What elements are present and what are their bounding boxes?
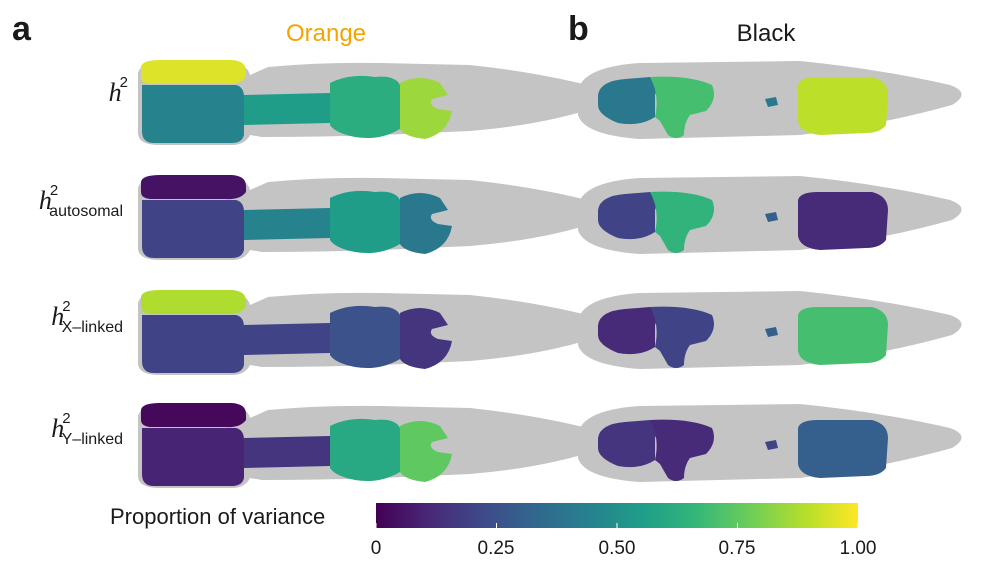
row-label-x-linked-sup: 2 <box>62 298 71 315</box>
orange-region-body <box>142 200 244 258</box>
orange-region-dorsal-fin <box>141 60 246 85</box>
black-region-mid-spot <box>765 97 778 107</box>
row-label-h2-sup: 2 <box>119 74 128 91</box>
black-region-anterior-body <box>598 307 657 355</box>
row-label-h2: h2 <box>0 74 130 108</box>
colorbar <box>375 503 859 528</box>
row-label-x-linked-sub: X–linked <box>61 319 123 336</box>
orange-region-dorsal-fin <box>141 175 246 200</box>
orange-region-tail-fork <box>400 421 452 482</box>
colorbar-tick-0: 0 <box>370 538 382 559</box>
row-label-h2-autosomal: h2 autosomal <box>4 182 134 220</box>
black-region-dorsal-notch <box>650 76 714 138</box>
orange-region-tail-fork <box>400 193 452 254</box>
black-region-mid-spot <box>765 327 778 337</box>
black-region-posterior-body <box>798 307 888 365</box>
colorbar-tick-2: 0.50 <box>598 538 636 559</box>
orange-region-body <box>142 85 244 143</box>
orange-region-tail-segments <box>330 305 400 368</box>
orange-region-tail-segments <box>330 190 400 253</box>
orange-region-tail-segments <box>330 75 400 138</box>
row-label-y-linked-sub: Y–linked <box>61 431 123 448</box>
orange-region-caudal-peduncle <box>244 93 330 125</box>
heatmap-grid <box>138 60 962 488</box>
orange-region-body <box>142 315 244 373</box>
panel-letter-a: a <box>12 10 31 48</box>
row-label-h2-symbol: h <box>108 78 122 107</box>
colorbar-title: Proportion of variance <box>110 504 326 529</box>
black-region-mid-spot <box>765 212 778 222</box>
orange-region-caudal-peduncle <box>244 436 330 468</box>
column-title-black: Black <box>736 20 796 47</box>
orange-region-tail-segments <box>330 418 400 481</box>
black-region-anterior-body <box>598 192 657 240</box>
column-title-orange: Orange <box>285 20 367 47</box>
colorbar-tick-1: 0.25 <box>477 538 515 559</box>
black-region-posterior-body <box>798 77 888 135</box>
row-label-autosomal-sub: autosomal <box>49 203 123 220</box>
orange-region-tail-fork <box>400 308 452 369</box>
heatmap-row-3 <box>138 403 962 488</box>
black-region-anterior-body <box>598 420 657 468</box>
black-region-posterior-body <box>798 192 888 250</box>
orange-region-caudal-peduncle <box>244 323 330 355</box>
row-label-y-linked-sup: 2 <box>62 410 71 427</box>
orange-region-dorsal-fin <box>141 403 246 428</box>
row-label-y-linked-symbol: h <box>51 414 65 443</box>
heatmap-row-2 <box>138 290 962 375</box>
row-label-autosomal-sup: 2 <box>49 182 59 199</box>
orange-region-body <box>142 428 244 486</box>
black-region-mid-spot <box>765 440 778 450</box>
black-region-dorsal-notch <box>650 191 714 253</box>
row-label-x-linked-symbol: h <box>51 302 65 331</box>
row-label-h2-y-linked: h2 Y–linked <box>4 410 134 448</box>
black-region-posterior-body <box>798 420 888 478</box>
orange-region-dorsal-fin <box>141 290 246 315</box>
black-region-dorsal-notch <box>650 419 714 481</box>
heatmap-row-0 <box>138 60 962 146</box>
black-region-anterior-body <box>598 77 657 125</box>
heatmap-row-1 <box>138 175 962 260</box>
orange-region-caudal-peduncle <box>244 208 330 240</box>
orange-region-tail-fork <box>400 78 452 139</box>
colorbar-tick-4: 1.00 <box>839 538 877 559</box>
row-label-h2-x-linked: h2 X–linked <box>4 298 134 336</box>
colorbar-tick-3: 0.75 <box>718 538 756 559</box>
black-region-dorsal-notch <box>650 306 714 368</box>
row-label-autosomal-symbol: h <box>38 186 52 215</box>
panel-letter-b: b <box>568 10 589 48</box>
